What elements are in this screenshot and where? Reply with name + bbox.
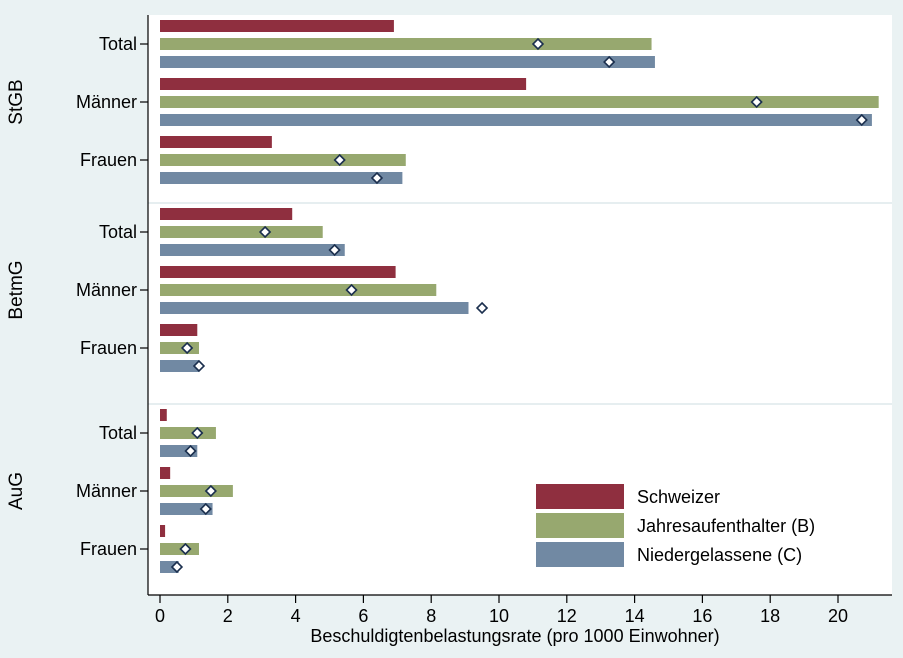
group-separators [148, 202, 892, 405]
diamond-marker [199, 502, 212, 516]
diamond-marker [184, 444, 197, 458]
diamond-marker [475, 301, 489, 315]
bar [160, 525, 166, 537]
bar [160, 244, 345, 256]
markers-layer [170, 37, 868, 574]
x-tick-label: 10 [489, 606, 509, 626]
diamond-marker [750, 95, 763, 109]
diamond-marker [333, 153, 346, 167]
x-tick-label: 12 [557, 606, 577, 626]
row-label: Frauen [80, 150, 137, 170]
bar [160, 96, 879, 108]
bar [160, 467, 171, 479]
group-label: BetmG [6, 260, 27, 319]
diamond-marker [603, 55, 616, 69]
bar [160, 136, 272, 148]
x-tick-label: 6 [358, 606, 368, 626]
x-tick-label: 0 [155, 606, 165, 626]
group-label: AuG [6, 472, 27, 510]
legend-swatch [536, 484, 624, 509]
x-tick-label: 14 [625, 606, 645, 626]
legend-label: Jahresaufenthalter (B) [637, 516, 815, 536]
bar [160, 78, 527, 90]
bar [160, 208, 293, 220]
row-label: Total [99, 34, 137, 54]
bar [160, 38, 652, 50]
diamond-marker [855, 113, 868, 127]
row-label: Männer [76, 92, 137, 112]
bar [160, 226, 323, 238]
group-label: StGB [6, 79, 27, 124]
diamond-marker [170, 560, 184, 574]
diamond-marker [345, 283, 358, 297]
legend-label: Niedergelassene (C) [637, 545, 802, 565]
bar [160, 284, 437, 296]
bar [160, 324, 198, 336]
legend-label: Schweizer [637, 487, 720, 507]
bar [160, 485, 233, 497]
bar [160, 114, 872, 126]
legend-swatch [536, 513, 624, 538]
x-tick-label: 16 [692, 606, 712, 626]
bar [160, 427, 216, 439]
row-label: Total [99, 222, 137, 242]
x-axis: 0 2 4 6 8 10 12 14 16 18 20 [148, 594, 892, 626]
row-label: Männer [76, 280, 137, 300]
diamond-marker [180, 341, 194, 355]
diamond-marker [204, 484, 217, 498]
diamond-marker [179, 542, 192, 556]
x-tick-label: 2 [223, 606, 233, 626]
bar [160, 266, 396, 278]
diamond-marker [192, 359, 206, 373]
bar [160, 503, 213, 515]
x-tick-label: 20 [828, 606, 848, 626]
x-axis-title: Beschuldigtenbelastungsrate (pro 1000 Ei… [310, 626, 719, 646]
bar [160, 154, 406, 166]
diamond-marker [191, 426, 204, 440]
x-tick-label: 4 [291, 606, 301, 626]
bar [160, 172, 403, 184]
diamond-marker [258, 225, 272, 239]
y-axis: StGB Total Männer Frauen BetmG Total Männer Fra… [6, 15, 149, 595]
x-tick-label: 18 [760, 606, 780, 626]
legend: Schweizer Jahresaufenthalter (B) Niedergel… [519, 467, 879, 587]
row-label: Frauen [80, 338, 137, 358]
bar [160, 56, 655, 68]
diamond-marker [328, 243, 341, 257]
row-label: Männer [76, 481, 137, 501]
row-label: Frauen [80, 539, 137, 559]
diamond-marker [531, 37, 545, 51]
row-label: Total [99, 423, 137, 443]
bar [160, 409, 167, 421]
diamond-marker [370, 171, 384, 185]
bars-layer [160, 20, 879, 573]
legend-swatch [536, 542, 624, 567]
bar [160, 20, 394, 32]
x-tick-label: 8 [426, 606, 436, 626]
bar [160, 302, 469, 314]
bar [160, 360, 199, 372]
